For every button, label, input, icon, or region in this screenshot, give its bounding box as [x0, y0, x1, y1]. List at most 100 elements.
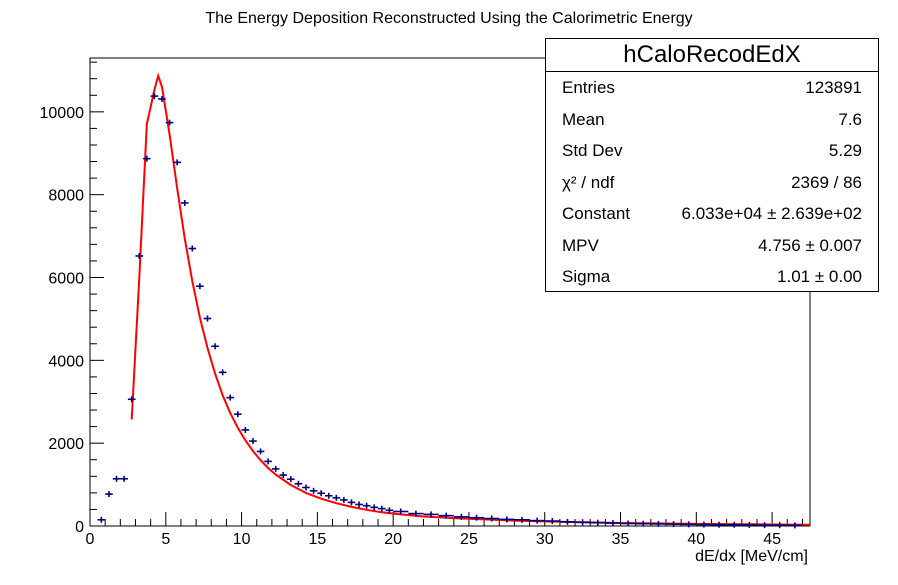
- stats-label: Std Dev: [562, 141, 623, 160]
- x-tick-label: 30: [536, 531, 554, 548]
- stats-label: Mean: [562, 109, 605, 129]
- data-point: [756, 522, 773, 529]
- data-point: [666, 521, 682, 528]
- stats-label: MPV: [562, 235, 599, 255]
- data-point: [302, 484, 310, 491]
- data-point: [294, 480, 303, 487]
- x-tick-label: 0: [86, 531, 95, 548]
- stats-value: 123891: [805, 78, 862, 97]
- data-point: [226, 394, 234, 401]
- stats-box-title: hCaloRecodEdX: [546, 39, 878, 72]
- data-point: [332, 494, 341, 501]
- data-point: [150, 93, 159, 100]
- data-point: [499, 516, 515, 523]
- x-tick-label: 5: [161, 531, 170, 548]
- data-point: [271, 465, 280, 472]
- stats-row-mean: Mean 7.6: [546, 104, 878, 136]
- data-point: [158, 96, 166, 103]
- data-point: [514, 516, 530, 523]
- data-point: [590, 519, 606, 526]
- data-point: [309, 487, 318, 494]
- data-point: [211, 343, 219, 350]
- data-point: [120, 475, 128, 482]
- data-point: [249, 438, 257, 445]
- data-point: [453, 513, 469, 520]
- plot-border: [89, 57, 811, 527]
- data-point: [264, 458, 272, 465]
- data-point: [468, 514, 485, 521]
- y-axis: 0 2000 4000 6000 8000 10000: [40, 61, 104, 536]
- stats-value: 4.756 ± 0.007: [758, 235, 862, 255]
- data-point: [385, 507, 394, 514]
- stats-row-sigma: Sigma 1.01 ± 0.00: [546, 261, 878, 293]
- data-point: [529, 517, 545, 524]
- data-point: [575, 519, 591, 526]
- x-axis-label: dE/dx [MeV/cm]: [695, 548, 808, 565]
- x-tick-label: 45: [763, 531, 781, 548]
- data-point: [438, 512, 454, 519]
- data-point: [711, 521, 727, 528]
- y-tick-label: 6000: [48, 271, 84, 288]
- stats-box: hCaloRecodEdX Entries 123891 Mean 7.6 St…: [545, 38, 879, 292]
- stats-value: 2369 / 86: [791, 172, 862, 192]
- data-point: [180, 199, 189, 206]
- y-tick-label: 8000: [48, 188, 84, 205]
- data-point: [650, 520, 666, 527]
- data-point: [355, 501, 363, 508]
- x-tick-label: 35: [612, 531, 630, 548]
- data-point: [370, 504, 378, 511]
- data-point: [105, 491, 113, 498]
- y-tick-label: 2000: [48, 436, 84, 453]
- stats-label: Entries: [562, 78, 615, 97]
- stats-row-chi2: χ² / ndf 2369 / 86: [546, 167, 878, 199]
- data-point: [772, 522, 788, 529]
- stats-label: χ² / ndf: [562, 172, 615, 192]
- data-point: [256, 448, 265, 455]
- data-point: [484, 515, 500, 522]
- x-tick-label: 15: [308, 531, 326, 548]
- data-point: [559, 518, 576, 525]
- data-point: [112, 475, 121, 482]
- data-point: [423, 511, 439, 518]
- data-point: [196, 283, 204, 290]
- data-point: [347, 499, 356, 506]
- data-point: [726, 521, 742, 528]
- data-point: [143, 155, 151, 162]
- data-point: [787, 522, 803, 529]
- data-point: [97, 516, 106, 523]
- x-tick-label: 40: [687, 531, 705, 548]
- data-point: [234, 411, 242, 418]
- x-tick-label: 25: [460, 531, 478, 548]
- stats-value: 6.033e+04 ± 2.639e+02: [681, 204, 862, 223]
- data-point: [544, 518, 560, 525]
- data-point: [362, 502, 371, 509]
- stats-value: 7.6: [838, 109, 862, 129]
- data-point: [340, 496, 348, 503]
- data-point: [635, 520, 651, 527]
- stats-row-constant: Constant 6.033e+04 ± 2.639e+02: [546, 198, 878, 230]
- y-tick-label: 10000: [40, 105, 85, 122]
- data-point: [241, 426, 250, 433]
- data-point: [173, 159, 181, 166]
- data-points: [97, 93, 803, 529]
- data-point: [620, 520, 636, 527]
- data-point: [287, 476, 295, 483]
- x-tick-label: 20: [384, 531, 402, 548]
- data-point: [741, 521, 757, 528]
- data-point: [165, 119, 174, 126]
- stats-row-stddev: Std Dev 5.29: [546, 135, 878, 167]
- stats-row-mpv: MPV 4.756 ± 0.007: [546, 230, 878, 262]
- y-tick-label: 0: [75, 519, 84, 536]
- stats-value: 5.29: [828, 141, 862, 160]
- data-point: [393, 508, 409, 515]
- stats-label: Sigma: [562, 267, 611, 286]
- data-point: [135, 252, 144, 259]
- plot-frame: [89, 57, 811, 527]
- data-point: [605, 520, 621, 527]
- data-point: [324, 492, 333, 499]
- x-tick-label: 10: [233, 531, 251, 548]
- chart-title: The Energy Deposition Reconstructed Usin…: [205, 10, 693, 27]
- stats-value: 1.01 ± 0.00: [777, 267, 862, 286]
- data-point: [696, 521, 712, 528]
